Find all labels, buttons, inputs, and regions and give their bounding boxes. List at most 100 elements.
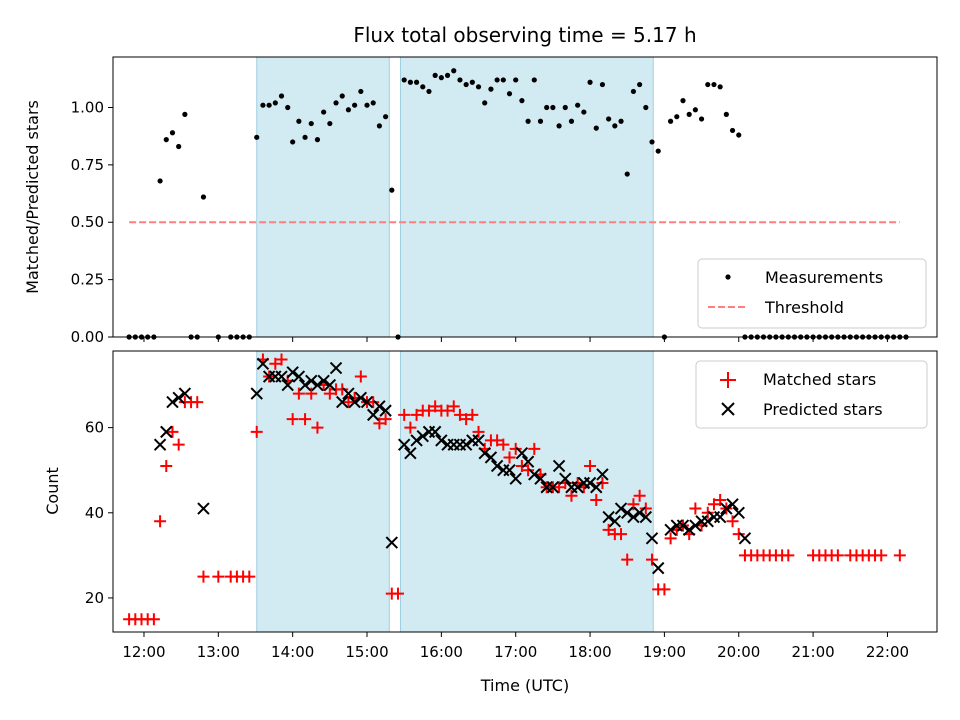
measurement-point (717, 84, 723, 90)
matched-star-point (197, 570, 210, 583)
matched-star-point (732, 528, 745, 541)
predicted-star-point (509, 472, 522, 485)
predicted-star-point (435, 434, 448, 447)
x-tick-label: 22:00 (866, 643, 909, 661)
predicted-star-point (484, 451, 498, 464)
matched-star-point (172, 438, 185, 451)
matched-star-point (522, 464, 535, 477)
matched-star-point (584, 459, 597, 472)
bottom-shaded-intervals (256, 350, 654, 633)
predicted-star-point (571, 481, 584, 494)
measurement-point (266, 102, 272, 108)
predicted-star-point (614, 502, 628, 515)
bottom-y-tick-label: 20 (85, 589, 104, 607)
legend-predicted-marker (721, 402, 735, 416)
matched-star-point (633, 489, 646, 502)
matched-star-point (292, 387, 305, 400)
matched-star-point (250, 425, 263, 438)
matched-star-point (658, 583, 671, 596)
predicted-star-point (292, 370, 306, 383)
predicted-star-point (521, 455, 535, 468)
bottom-shaded-interval (256, 350, 390, 633)
matched-star-point (472, 425, 485, 438)
matched-star-point (379, 413, 392, 426)
matched-star-point (243, 570, 256, 583)
predicted-star-point (590, 481, 603, 494)
top-plot-frame (112, 56, 938, 338)
measurement-point (272, 100, 278, 106)
top-y-tick: 0.75 (71, 156, 113, 174)
bottom-x-tick: 22:00 (866, 632, 909, 661)
measurement-point (163, 137, 169, 143)
measurement-point (401, 77, 407, 83)
predicted-star-point (713, 510, 727, 524)
measurement-point (525, 118, 531, 124)
measurement-point (327, 120, 333, 127)
top-legend: Measurements Threshold (697, 258, 927, 329)
measurement-point (649, 139, 655, 145)
bottom-data-marks (123, 353, 906, 626)
measurement-point (519, 98, 525, 104)
top-y-tick-label: 0.00 (71, 328, 104, 346)
measurement-point (556, 123, 562, 129)
bottom-shaded-interval (399, 350, 654, 633)
bottom-plot-frame (112, 350, 938, 633)
measurement-point (723, 111, 729, 117)
measurement-point (562, 104, 568, 111)
measurement-point (444, 72, 451, 78)
matched-star-point (689, 502, 702, 515)
measurement-point (285, 104, 291, 111)
predicted-star-point (515, 446, 529, 460)
predicted-star-point (682, 523, 696, 537)
x-tick-label: 19:00 (643, 643, 686, 661)
bottom-x-tick: 14:00 (271, 632, 314, 661)
bottom-legend: Matched stars Predicted stars (695, 360, 928, 429)
predicted-star-point (404, 446, 417, 460)
predicted-star-point (639, 510, 653, 524)
predicted-star-point (726, 498, 739, 511)
predicted-star-point (311, 378, 324, 392)
legend-matched-marker (720, 372, 736, 388)
matched-star-point (831, 549, 844, 562)
measurement-point (383, 114, 389, 120)
predicted-star-point (676, 519, 690, 532)
measurement-point (352, 102, 358, 108)
measurement-point (370, 100, 376, 106)
bottom-x-tick: 13:00 (197, 632, 240, 661)
measurement-point (358, 88, 364, 95)
measurement-point (463, 81, 469, 88)
matched-star-point (429, 400, 442, 413)
bottom-y-tick-label: 60 (85, 419, 104, 437)
bottom-y-tick-label: 40 (85, 504, 104, 522)
measurement-point (550, 104, 556, 111)
matched-star-point (336, 383, 349, 396)
top-shaded-interval (256, 56, 390, 338)
legend-measurements-marker (725, 274, 731, 280)
predicted-star-point (627, 510, 640, 524)
x-axis-label: Time (UTC) (480, 676, 569, 695)
measurement-point (729, 127, 736, 134)
measurement-point (413, 79, 420, 85)
predicted-star-point (664, 523, 677, 537)
top-shaded-intervals (256, 56, 654, 338)
measurement-point (200, 194, 207, 200)
predicted-star-point (354, 391, 368, 405)
top-y-tick: 1.00 (71, 98, 113, 116)
matched-star-point (503, 451, 516, 464)
x-tick-label: 12:00 (122, 643, 165, 661)
matched-star-point (714, 494, 727, 507)
matched-star-point (639, 502, 652, 515)
measurement-point (432, 72, 438, 78)
predicted-star-point (160, 425, 173, 439)
bottom-x-tick: 18:00 (568, 632, 612, 661)
bottom-y-tick: 60 (85, 419, 113, 437)
predicted-star-point (596, 468, 609, 481)
bottom-x-tick: 12:00 (122, 632, 166, 661)
matched-star-point (441, 404, 454, 417)
matched-star-point (311, 421, 324, 434)
measurement-point (488, 86, 494, 92)
matched-star-point (726, 515, 739, 528)
x-tick-label: 16:00 (420, 643, 463, 661)
top-legend-box (697, 258, 927, 329)
measurement-point (599, 81, 606, 88)
